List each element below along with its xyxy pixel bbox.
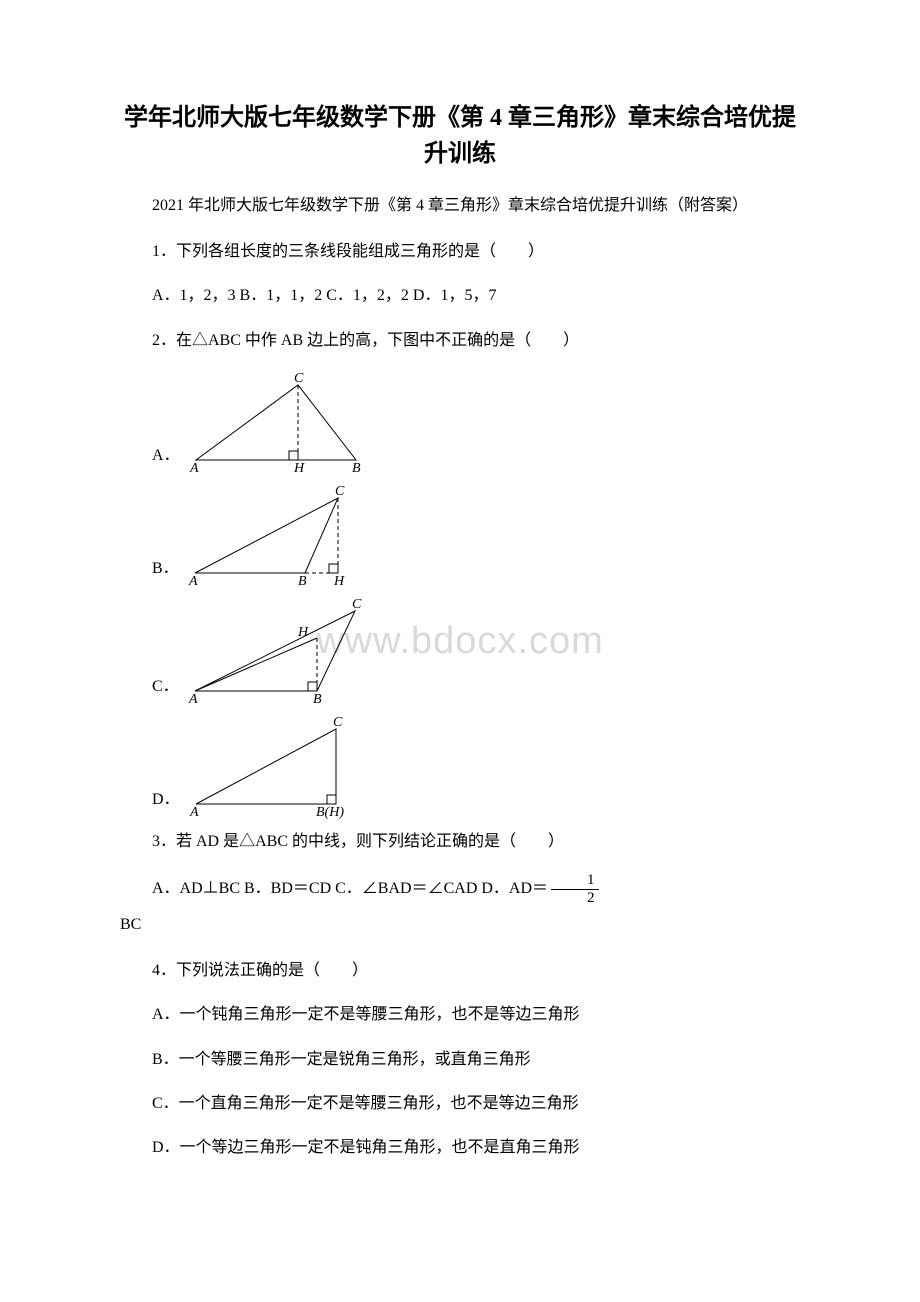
question-3: 3．若 AD 是△ABC 的中线，则下列结论正确的是（ ）	[120, 827, 800, 857]
svg-text:B: B	[298, 574, 307, 588]
fraction-one-half: 12	[551, 873, 599, 906]
svg-text:H: H	[333, 574, 345, 588]
document-title: 学年北师大版七年级数学下册《第 4 章三角形》章末综合培优提升训练	[120, 100, 800, 172]
q3-option-text: A．AD⊥BC B．BD＝CD C．∠BAD＝∠CAD D．AD＝	[152, 880, 548, 897]
option-b-label: B．	[152, 554, 179, 588]
question-2-option-a: A． A H B C	[120, 370, 800, 475]
q3-tail: BC	[120, 916, 141, 933]
option-d-label: D．	[152, 785, 180, 819]
svg-text:H: H	[297, 625, 309, 640]
question-2-option-d: D． A B(H) C	[120, 714, 800, 819]
triangle-diagram-b: A B H C	[185, 483, 370, 588]
triangle-diagram-d: A B(H) C	[186, 714, 366, 819]
fraction-numerator: 1	[551, 873, 599, 890]
svg-text:B: B	[352, 461, 361, 475]
svg-text:B: B	[313, 692, 322, 706]
svg-text:C: C	[352, 597, 362, 612]
question-2: 2．在△ABC 中作 AB 边上的高，下图中不正确的是（ ）	[120, 326, 800, 356]
question-1-options: A．1，2，3 B．1，1，2 C．1，2，2 D．1，5，7	[120, 281, 800, 311]
question-4-option-d: D．一个等边三角形一定不是钝角三角形，也不是直角三角形	[120, 1133, 800, 1163]
question-2-option-b: B． A B H C	[120, 483, 800, 588]
triangle-diagram-a: A H B C	[186, 370, 366, 475]
question-4-option-a: A．一个钝角三角形一定不是等腰三角形，也不是等边三角形	[120, 1000, 800, 1030]
fraction-denominator: 2	[551, 890, 599, 906]
svg-text:A: A	[189, 461, 199, 475]
option-c-label: C．	[152, 672, 179, 706]
svg-text:C: C	[333, 715, 343, 730]
question-1: 1．下列各组长度的三条线段能组成三角形的是（ ）	[120, 237, 800, 267]
document-subtitle: 2021 年北师大版七年级数学下册《第 4 章三角形》章末综合培优提升训练（附答…	[120, 192, 800, 221]
svg-text:C: C	[335, 484, 345, 499]
question-3-options: A．AD⊥BC B．BD＝CD C．∠BAD＝∠CAD D．AD＝12 BC	[120, 871, 800, 941]
svg-text:A: A	[188, 574, 198, 588]
question-4: 4．下列说法正确的是（ ）	[120, 956, 800, 986]
question-4-option-c: C．一个直角三角形一定不是等腰三角形，也不是等边三角形	[120, 1089, 800, 1119]
svg-text:A: A	[188, 692, 198, 706]
document-content: 学年北师大版七年级数学下册《第 4 章三角形》章末综合培优提升训练 2021 年…	[120, 100, 800, 1164]
triangle-diagram-c: A B H C	[185, 596, 375, 706]
question-2-option-c: C． A B H C	[120, 596, 800, 706]
svg-text:H: H	[293, 461, 305, 475]
question-4-option-b: B．一个等腰三角形一定是锐角三角形，或直角三角形	[120, 1045, 800, 1075]
svg-text:A: A	[189, 805, 199, 819]
svg-text:C: C	[294, 371, 304, 386]
option-a-label: A．	[152, 441, 180, 475]
svg-text:B(H): B(H)	[316, 805, 344, 819]
